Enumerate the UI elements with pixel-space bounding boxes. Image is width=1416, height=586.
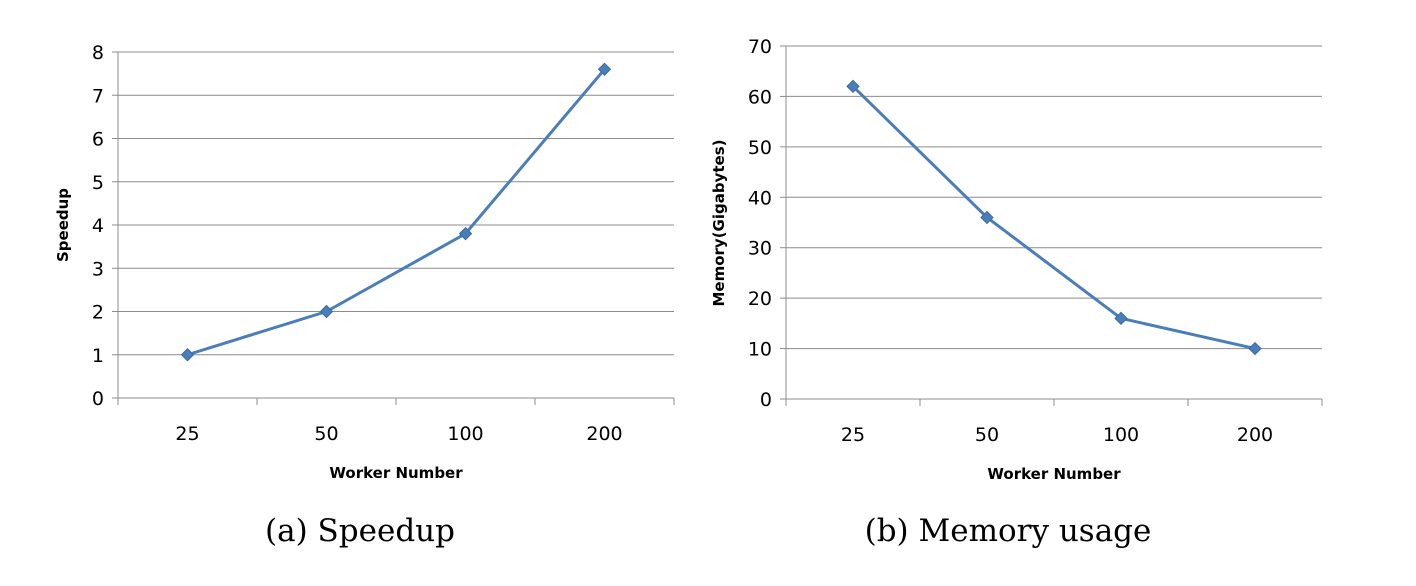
data-point-marker bbox=[980, 210, 994, 225]
x-tick-label: 50 bbox=[975, 424, 999, 446]
y-tick-label: 0 bbox=[92, 388, 104, 410]
x-tick-labels: 25 50 100 200 bbox=[175, 423, 622, 445]
series-line bbox=[187, 68, 606, 357]
data-point-marker bbox=[846, 79, 860, 94]
x-tick-label: 25 bbox=[175, 423, 199, 445]
series-line-group bbox=[187, 68, 606, 357]
y-tick-label: 10 bbox=[748, 339, 772, 361]
caption: (b) Memory usage bbox=[865, 513, 1152, 549]
y-tick-label: 4 bbox=[92, 215, 104, 237]
data-point-marker bbox=[180, 348, 195, 362]
series-line-group bbox=[851, 85, 1256, 351]
y-tick-label: 60 bbox=[748, 86, 772, 108]
y-tick-label: 7 bbox=[92, 85, 104, 107]
markers bbox=[846, 79, 1262, 356]
x-axis-title: Worker Number bbox=[987, 465, 1121, 483]
markers bbox=[180, 62, 612, 362]
y-tick-label: 50 bbox=[748, 137, 772, 159]
y-tick-label: 0 bbox=[760, 389, 772, 411]
caption: (a) Speedup bbox=[265, 513, 455, 549]
y-tick-label: 2 bbox=[92, 302, 104, 324]
y-tick-labels: 0 10 20 30 40 50 60 70 bbox=[748, 36, 772, 411]
y-axis-title: Memory(Gigabytes) bbox=[710, 139, 728, 306]
data-point-marker bbox=[1248, 341, 1262, 356]
grid-lines bbox=[112, 51, 674, 399]
y-tick-label: 70 bbox=[748, 36, 772, 58]
y-tick-labels: 0 1 2 3 4 5 6 7 8 bbox=[92, 42, 104, 410]
y-tick-label: 3 bbox=[92, 258, 104, 280]
y-tick-label: 20 bbox=[748, 288, 772, 310]
x-tick-label: 200 bbox=[1237, 424, 1273, 446]
y-tick-label: 5 bbox=[92, 172, 104, 194]
y-tick-label: 6 bbox=[92, 129, 104, 151]
data-point-marker bbox=[1114, 311, 1128, 326]
y-axis-title: Speedup bbox=[54, 188, 72, 262]
x-axis-title: Worker Number bbox=[329, 464, 463, 482]
chart-panel-memory: 0 10 20 30 40 50 60 70 25 50 100 200 Memory(Gigaby… bbox=[710, 36, 1323, 549]
x-ticks bbox=[117, 398, 675, 405]
x-tick-label: 25 bbox=[841, 424, 865, 446]
series-line bbox=[851, 85, 1256, 351]
data-point-marker bbox=[458, 226, 473, 241]
x-tick-label: 100 bbox=[447, 423, 483, 445]
y-tick-label: 1 bbox=[92, 345, 104, 367]
y-tick-label: 30 bbox=[748, 238, 772, 260]
y-tick-label: 40 bbox=[748, 187, 772, 209]
chart-panel-speedup: 0 1 2 3 4 5 6 7 8 25 50 100 200 Speedup Worker Numb… bbox=[54, 42, 675, 549]
x-tick-label: 50 bbox=[314, 423, 338, 445]
x-ticks bbox=[785, 399, 1323, 406]
y-tick-label: 8 bbox=[92, 42, 104, 64]
data-point-marker bbox=[597, 62, 612, 77]
data-point-marker bbox=[319, 304, 334, 319]
grid-lines bbox=[780, 45, 1322, 400]
x-tick-labels: 25 50 100 200 bbox=[841, 424, 1273, 446]
x-tick-label: 100 bbox=[1103, 424, 1139, 446]
x-tick-label: 200 bbox=[586, 423, 622, 445]
